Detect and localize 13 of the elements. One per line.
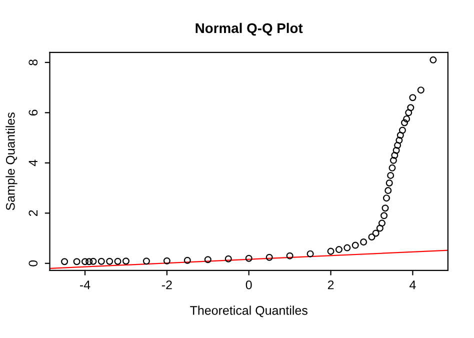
x-axis-title: Theoretical Quantiles	[190, 306, 308, 318]
y-axis-title: Sample Quantiles	[6, 112, 18, 210]
x-tick-label: -2	[162, 280, 172, 290]
x-tick-label: 4	[410, 280, 416, 290]
x-tick-label: 2	[328, 280, 334, 290]
y-tick-label: 8	[28, 60, 38, 66]
x-tick-label: -4	[80, 280, 90, 290]
y-tick-label: 4	[28, 160, 38, 166]
y-tick-label: 0	[28, 260, 38, 266]
y-tick-label: 6	[28, 110, 38, 116]
y-tick-label: 2	[28, 210, 38, 216]
x-tick-label: 0	[246, 280, 252, 290]
chart-title: Normal Q-Q Plot	[196, 22, 303, 36]
